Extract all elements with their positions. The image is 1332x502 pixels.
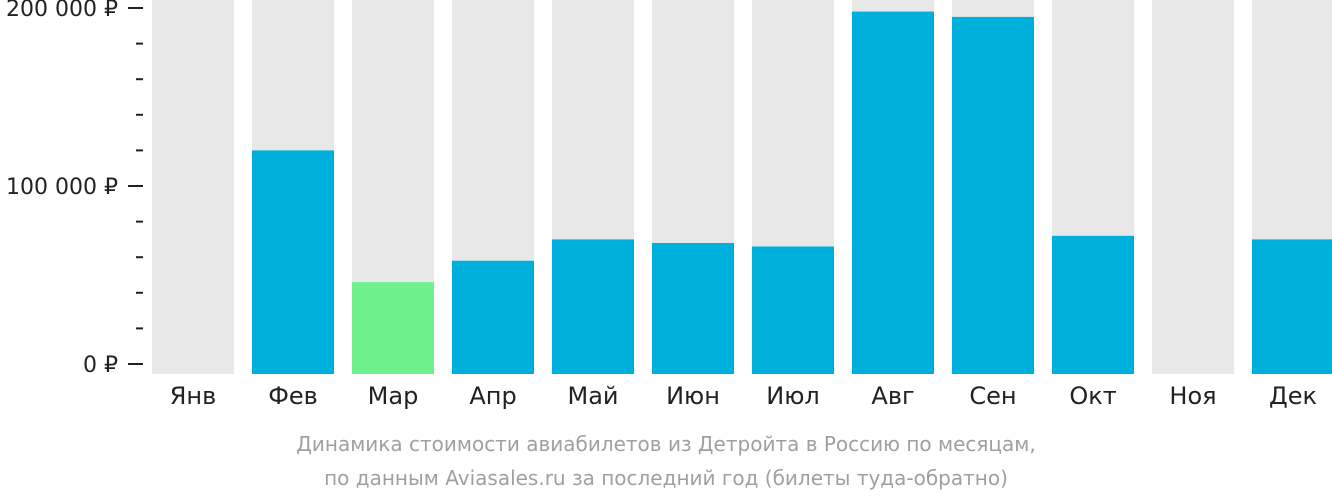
x-tick-label: Май xyxy=(567,382,618,410)
bar-8[interactable] xyxy=(952,16,1034,375)
bar-1[interactable] xyxy=(252,150,334,374)
x-tick-label: Дек xyxy=(1269,382,1317,410)
x-tick-label: Апр xyxy=(469,382,516,410)
x-tick-label: Янв xyxy=(170,382,217,410)
bar-11[interactable] xyxy=(1252,239,1332,374)
bar-5[interactable] xyxy=(652,242,734,374)
x-tick-label: Июл xyxy=(766,382,820,410)
bar-background xyxy=(152,0,234,374)
bar-6[interactable] xyxy=(752,246,834,374)
x-tick-label: Мар xyxy=(368,382,419,410)
x-tick-label: Июн xyxy=(666,382,720,410)
x-tick-label: Окт xyxy=(1069,382,1116,410)
x-tick-label: Ноя xyxy=(1169,382,1216,410)
bar-2[interactable] xyxy=(352,282,434,374)
x-tick-label: Фев xyxy=(268,382,318,410)
caption-line-1: Динамика стоимости авиабилетов из Детрой… xyxy=(296,432,1036,456)
bar-7[interactable] xyxy=(852,11,934,375)
bar-background xyxy=(1152,0,1234,374)
bar-4[interactable] xyxy=(552,239,634,374)
price-bar-chart: 0 ₽ 100 000 ₽ 200 000 ₽ Янв Фев Мар Апр Май Июн… xyxy=(6,0,1332,410)
y-tick-label: 0 ₽ xyxy=(83,353,118,378)
y-tick-label: 200 000 ₽ xyxy=(6,0,118,22)
x-tick-label: Авг xyxy=(871,382,914,410)
bar-9[interactable] xyxy=(1052,235,1134,374)
bar-3[interactable] xyxy=(452,260,534,374)
bars xyxy=(152,0,1332,375)
y-axis: 0 ₽ 100 000 ₽ 200 000 ₽ xyxy=(6,0,143,378)
caption-line-2: по данным Aviasales.ru за последний год … xyxy=(324,466,1008,490)
y-tick-label: 100 000 ₽ xyxy=(6,175,118,200)
x-axis-labels: Янв Фев Мар Апр Май Июн Июл Авг Сен Окт Ноя Дек xyxy=(170,382,1317,410)
x-tick-label: Сен xyxy=(969,382,1016,410)
